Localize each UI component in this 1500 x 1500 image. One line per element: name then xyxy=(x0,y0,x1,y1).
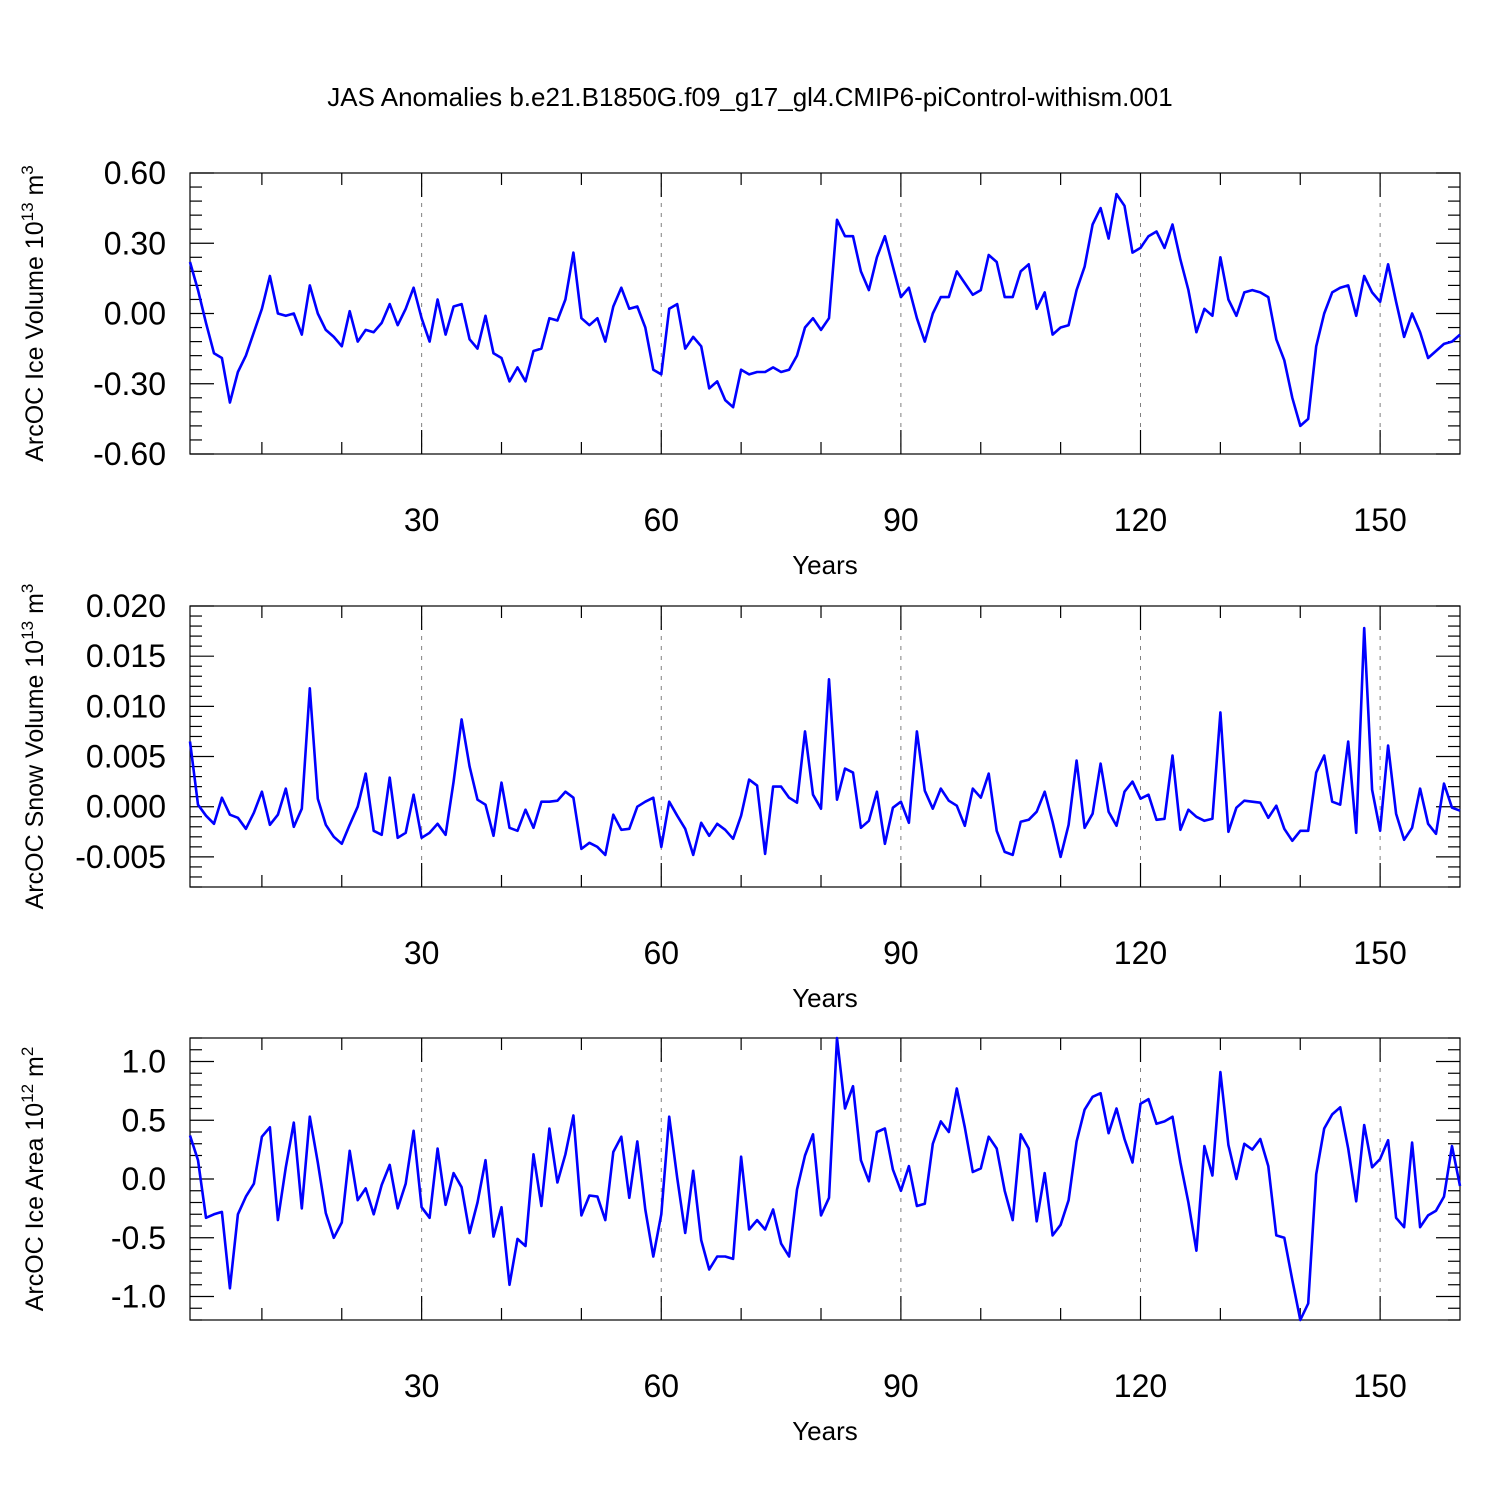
y-axis-label-ylabel-unit: m xyxy=(21,593,49,621)
y-tick-label: 0.0 xyxy=(122,1161,166,1197)
x-tick-label: 90 xyxy=(883,935,919,971)
y-axis-label-ylabel-unit: m xyxy=(21,175,49,203)
y-tick-label: 0.005 xyxy=(86,739,166,775)
x-tick-label: 60 xyxy=(643,502,679,538)
panel-snow-volume: -0.005 0.000 0.005 0.010 0.015 0.020 30 60 90 120… xyxy=(18,584,1461,1013)
y-tick-label: -0.30 xyxy=(93,366,166,402)
y-axis-label-ylabel-exp: 13 xyxy=(18,202,37,221)
figure-title: JAS Anomalies b.e21.B1850G.f09_g17_gl4.C… xyxy=(327,82,1172,112)
x-axis-label: Years xyxy=(792,550,858,580)
x-tick-label: 60 xyxy=(643,1368,679,1404)
y-tick-label: 0.00 xyxy=(104,296,166,332)
y-axis-label: ArcOC Ice Volume 1013 m3 xyxy=(18,165,49,462)
x-axis-label: Years xyxy=(792,983,858,1013)
y-axis-label-ylabel-main: ArcOC Ice Volume 10 xyxy=(21,221,49,461)
x-tick-label: 120 xyxy=(1114,502,1167,538)
y-axis-label-ylabel-exp: 12 xyxy=(18,1084,37,1103)
y-axis-label-ylabel-unit-exp: 3 xyxy=(18,165,37,174)
y-tick-label: 0.015 xyxy=(86,638,166,674)
y-tick-label: 0.60 xyxy=(104,155,166,191)
y-axis-label: ArcOC Snow Volume 1013 m3 xyxy=(18,584,49,910)
y-tick-label: -0.005 xyxy=(75,839,166,875)
x-tick-label: 90 xyxy=(883,1368,919,1404)
series-line xyxy=(188,1036,1462,1322)
y-axis-label-ylabel-unit-exp: 2 xyxy=(18,1047,37,1056)
y-tick-label: 0.010 xyxy=(86,688,166,724)
y-tick-label: 0.30 xyxy=(104,225,166,261)
x-tick-label: 30 xyxy=(404,935,440,971)
y-axis-label-ylabel-exp: 13 xyxy=(18,621,37,640)
y-tick-label: -1.0 xyxy=(111,1279,166,1315)
y-tick-label: 0.5 xyxy=(122,1102,166,1138)
panel-ice-volume: -0.60 -0.30 0.00 0.30 0.60 30 60 90 120 150 Years A… xyxy=(18,155,1461,580)
x-tick-label: 120 xyxy=(1114,935,1167,971)
x-tick-label: 150 xyxy=(1353,935,1406,971)
y-tick-label: 0.000 xyxy=(86,789,166,825)
y-tick-label: 1.0 xyxy=(122,1044,166,1080)
y-tick-label: 0.020 xyxy=(86,588,166,624)
x-tick-label: 30 xyxy=(404,1368,440,1404)
y-tick-label: -0.60 xyxy=(93,436,166,472)
x-tick-label: 120 xyxy=(1114,1368,1167,1404)
x-tick-label: 60 xyxy=(643,935,679,971)
y-axis-label-ylabel-unit: m xyxy=(21,1056,49,1084)
y-axis-label-ylabel-main: ArcOC Snow Volume 10 xyxy=(21,640,49,910)
y-axis-label-ylabel-main: ArcOC Ice Area 10 xyxy=(21,1103,49,1311)
x-axis-label: Years xyxy=(792,1416,858,1446)
panel-ice-area: -1.0 -0.5 0.0 0.5 1.0 30 60 90 120 150 Years ArcOC … xyxy=(18,1036,1462,1446)
series-line xyxy=(188,626,1461,859)
series-line xyxy=(188,192,1461,428)
x-tick-label: 30 xyxy=(404,502,440,538)
y-axis-label-ylabel-unit-exp: 3 xyxy=(18,584,37,593)
plot-frame xyxy=(189,172,1461,455)
x-tick-label: 150 xyxy=(1353,502,1406,538)
x-tick-label: 90 xyxy=(883,502,919,538)
y-axis-label: ArcOC Ice Area 1012 m2 xyxy=(18,1047,49,1312)
x-tick-label: 150 xyxy=(1353,1368,1406,1404)
y-tick-label: -0.5 xyxy=(111,1220,166,1256)
